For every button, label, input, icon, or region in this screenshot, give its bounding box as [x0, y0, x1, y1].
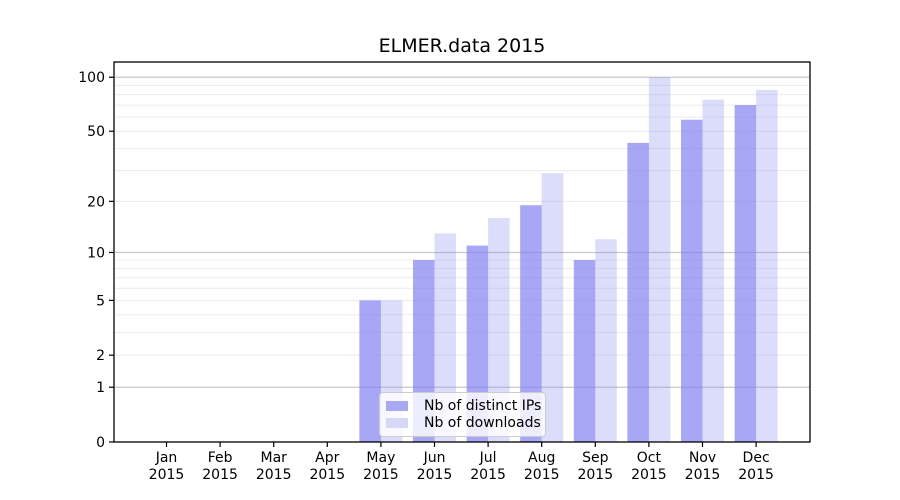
x-tick-year-jul: 2015 [470, 467, 506, 483]
x-tick-month-oct: Oct [637, 450, 662, 466]
bar-nb-of-downloads-aug [541, 173, 564, 442]
bar-nb-of-downloads-oct [648, 77, 671, 443]
bar-nb-of-distinct-ips-aug [520, 205, 542, 442]
bar-nb-of-downloads-dec [756, 89, 778, 443]
legend: Nb of distinct IPs Nb of downloads [379, 392, 546, 437]
x-tick-year-apr: 2015 [309, 467, 345, 483]
y-tick-label-100: 100 [78, 70, 105, 86]
x-tick-year-feb: 2015 [202, 467, 238, 483]
x-tick-month-aug: Aug [528, 450, 555, 466]
y-tick-label-10: 10 [87, 245, 105, 261]
bar-nb-of-distinct-ips-may [359, 300, 381, 442]
y-tick-label-20: 20 [87, 194, 105, 210]
chart-title: ELMER.data 2015 [378, 35, 546, 57]
x-tick-year-sep: 2015 [577, 467, 613, 483]
legend-item-distinct-ips: Nb of distinct IPs [386, 397, 541, 415]
x-tick-year-mar: 2015 [256, 467, 292, 483]
x-axis: Jan2015Feb2015Mar2015Apr2015May2015Jun20… [149, 442, 774, 483]
legend-swatch-downloads [386, 418, 408, 429]
legend-item-downloads: Nb of downloads [386, 415, 541, 433]
x-tick-year-nov: 2015 [685, 467, 721, 483]
legend-label-downloads: Nb of downloads [424, 415, 541, 432]
y-axis: 0 1 2 5 10 20 50 100 [78, 70, 114, 451]
bars [359, 77, 778, 443]
bar-nb-of-downloads-sep [595, 239, 617, 442]
x-tick-year-dec: 2015 [738, 467, 774, 483]
legend-swatch-distinct-ips [386, 400, 408, 411]
x-tick-year-may: 2015 [363, 467, 399, 483]
bar-nb-of-distinct-ips-oct [627, 142, 649, 443]
x-tick-month-jun: Jun [423, 450, 446, 466]
x-tick-month-sep: Sep [582, 450, 609, 466]
x-tick-year-jun: 2015 [417, 467, 453, 483]
x-tick-month-apr: Apr [315, 450, 339, 466]
x-tick-year-aug: 2015 [524, 467, 560, 483]
bar-nb-of-distinct-ips-dec [734, 105, 757, 442]
x-tick-year-oct: 2015 [631, 467, 667, 483]
x-tick-month-feb: Feb [208, 450, 233, 466]
bar-nb-of-distinct-ips-sep [573, 260, 596, 442]
bar-nb-of-downloads-nov [702, 99, 724, 442]
y-tick-label-50: 50 [87, 124, 105, 140]
bar-nb-of-downloads-jul [488, 218, 510, 442]
x-tick-month-jan: Jan [155, 450, 178, 466]
x-tick-month-jul: Jul [479, 450, 497, 466]
x-tick-month-dec: Dec [743, 450, 770, 466]
x-tick-month-mar: Mar [260, 450, 287, 466]
y-tick-label-1: 1 [96, 380, 105, 396]
y-tick-label-5: 5 [96, 293, 105, 309]
x-tick-month-may: May [366, 450, 395, 466]
y-tick-label-0: 0 [96, 435, 105, 451]
x-tick-year-jan: 2015 [149, 467, 185, 483]
y-tick-label-2: 2 [96, 348, 105, 364]
bar-nb-of-downloads-jun [434, 233, 456, 442]
legend-label-distinct-ips: Nb of distinct IPs [424, 397, 542, 414]
bar-nb-of-distinct-ips-nov [681, 119, 703, 443]
x-tick-month-nov: Nov [689, 450, 716, 466]
